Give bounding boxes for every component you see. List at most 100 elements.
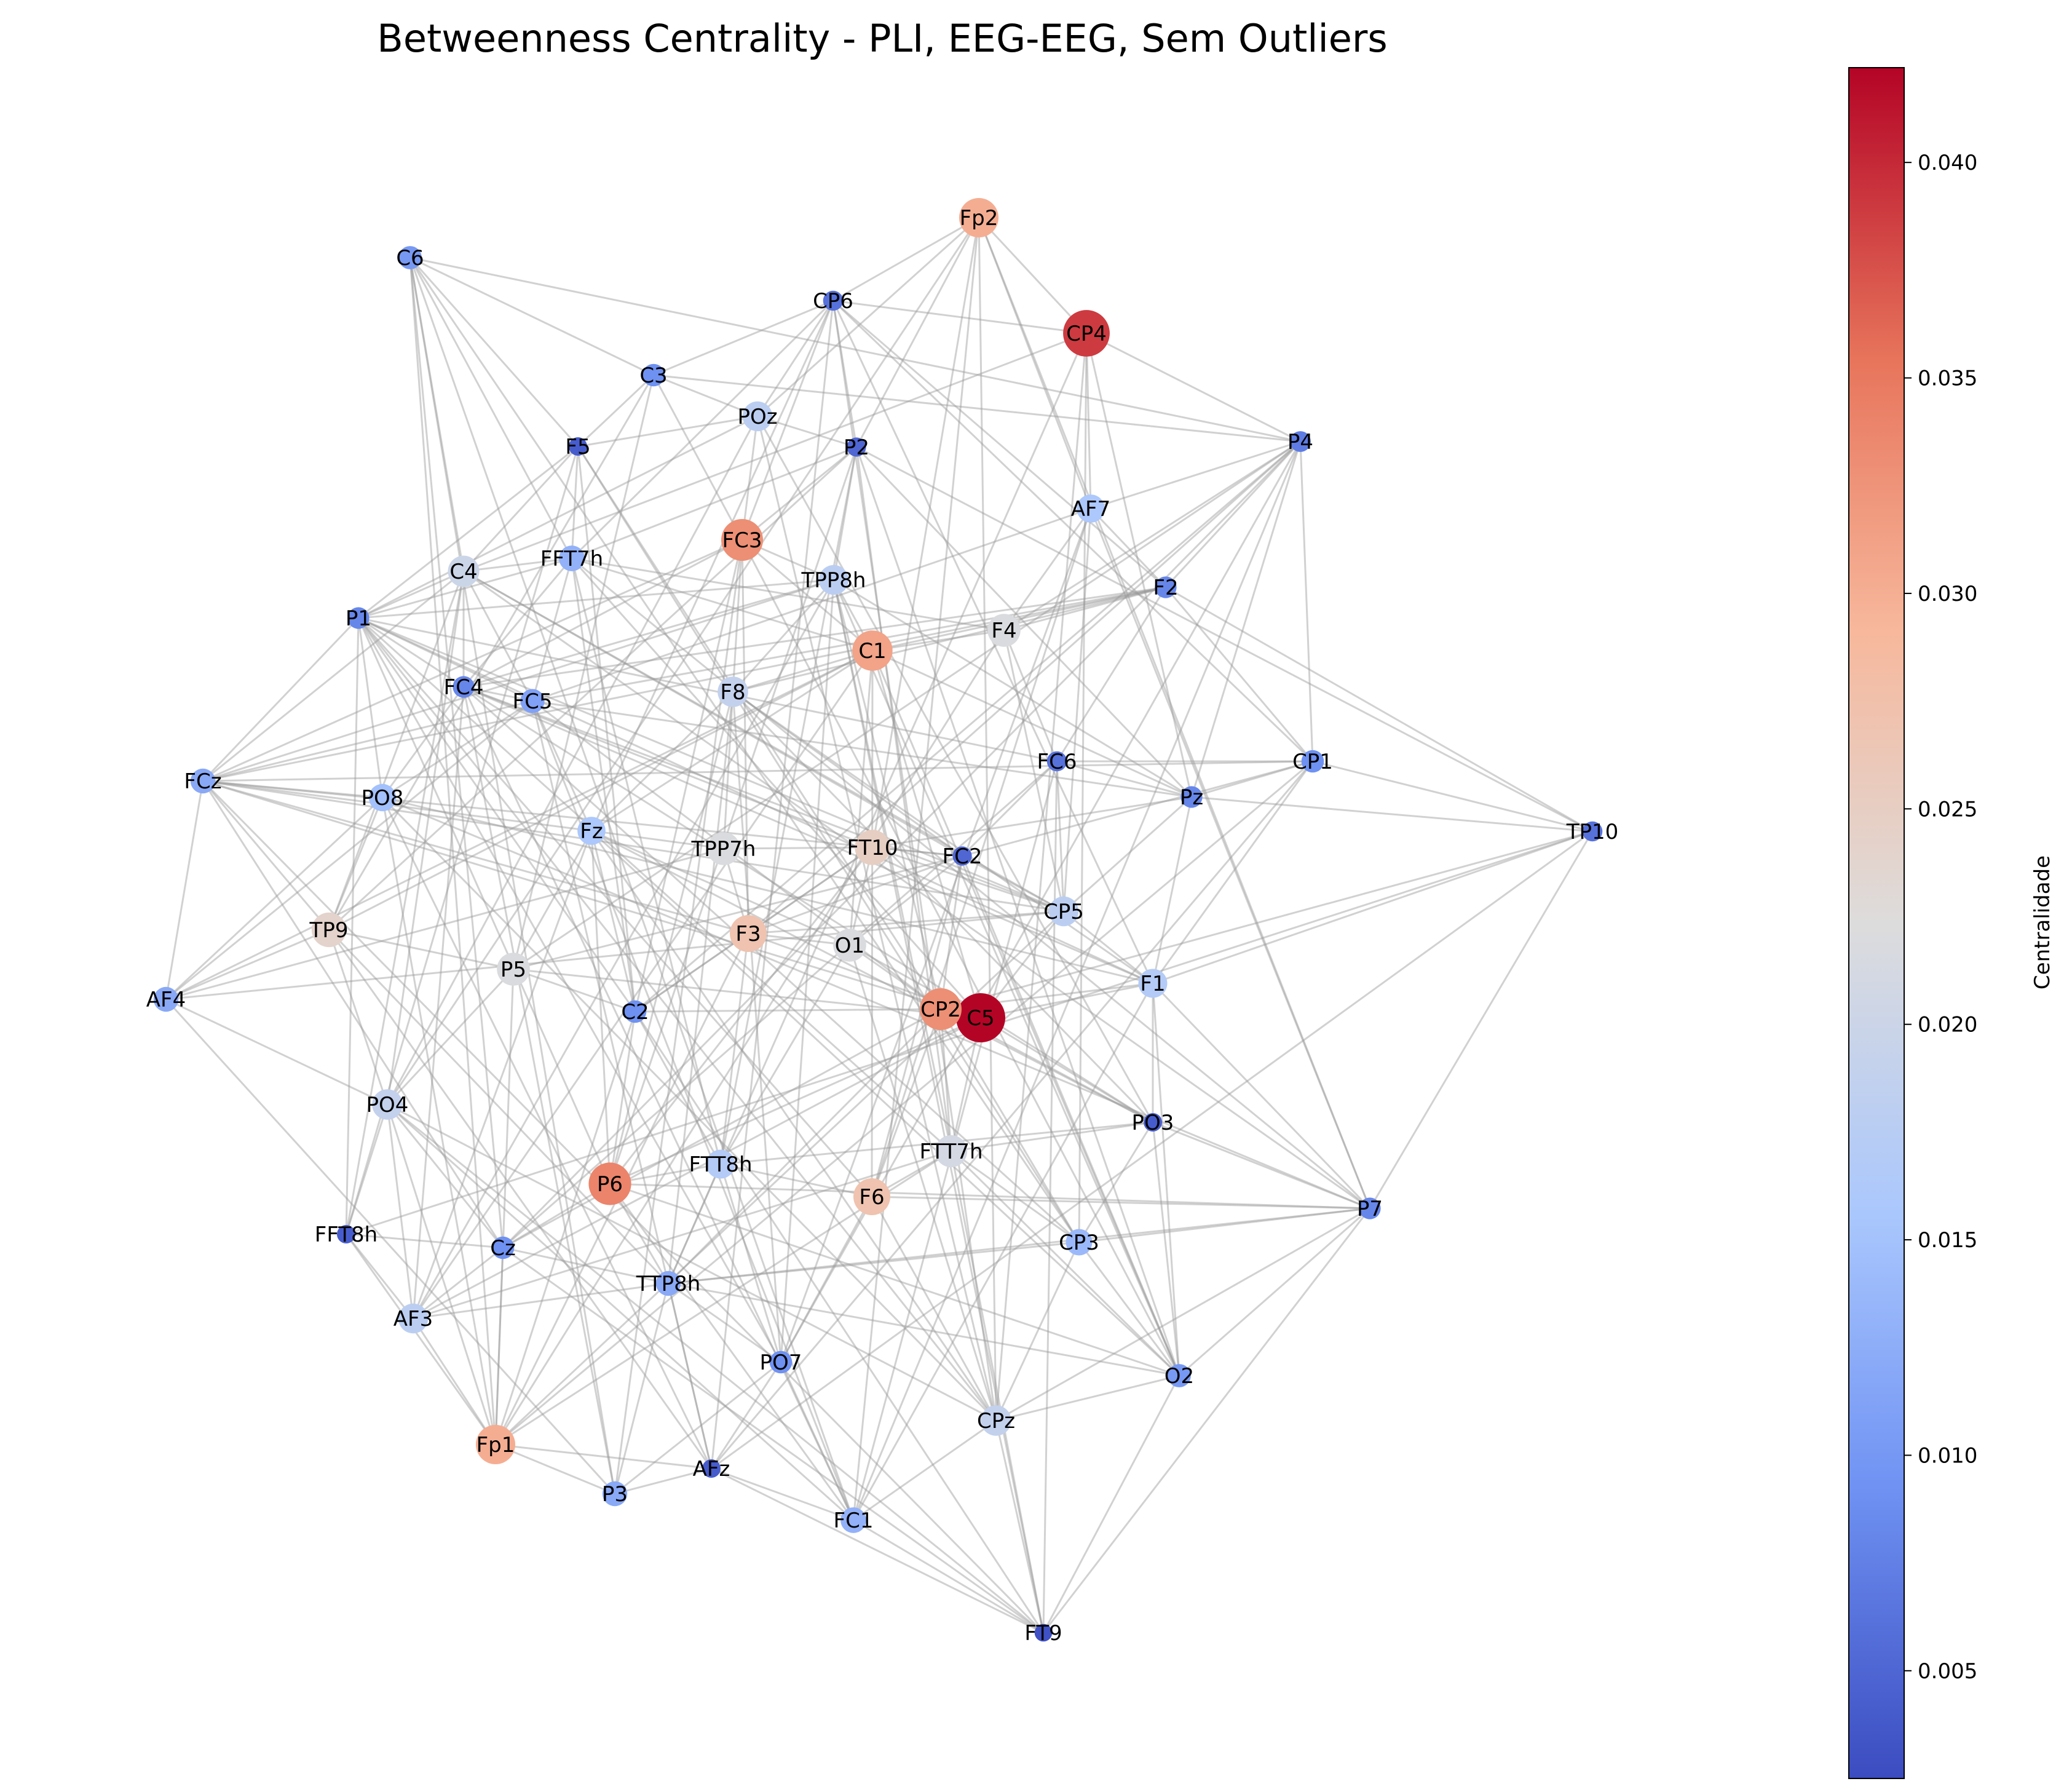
node-label: PO8 [362,786,404,811]
network-edge [345,1234,414,1319]
network-edge [732,691,1153,985]
network-edge [165,998,388,1106]
network-edge [463,686,1153,1124]
network-edge [719,1164,782,1363]
node-label: F4 [991,619,1016,643]
network-edge [462,686,1080,1243]
node-marker [1582,821,1603,842]
colorbar-gradient [1848,67,1905,1779]
node-marker [1155,576,1177,598]
network-edge [346,1233,504,1249]
network-edge [591,830,850,946]
network-edge [571,446,579,559]
network-edge [855,446,952,1152]
network-edge [780,579,835,1363]
node-label: Cz [490,1236,516,1261]
node-marker [718,676,748,707]
network-edge [1152,1122,1180,1376]
network-edge [502,1008,941,1249]
node-marker [1048,896,1079,927]
network-edge [940,830,1593,1010]
network-edge [328,797,384,930]
network-edge [531,700,593,831]
network-edge [1165,587,1314,762]
network-edge [413,1017,981,1320]
network-edge [202,780,963,857]
network-edge [756,300,834,417]
node-label: AF7 [1071,497,1110,521]
node-fc3: FC3 [721,519,763,561]
node-fc5: FC5 [513,689,552,714]
network-edge [358,415,758,619]
node-o2: O2 [1165,1364,1194,1389]
network-edge [748,910,1064,935]
network-edge [571,446,857,560]
network-edge [513,968,981,1019]
node-marker [959,198,998,237]
network-edge [591,649,873,832]
node-tpp7h: TPP7h [691,832,756,865]
network-edge [463,586,1166,688]
network-edge [590,830,636,1012]
node-label: FC6 [1037,750,1077,774]
network-edge [165,700,533,1001]
network-edge [494,630,1005,1445]
network-edge [962,855,1064,913]
network-edge [412,830,593,1319]
network-edge [463,686,1064,913]
network-edge [463,686,1153,985]
network-edge [382,796,1370,1210]
node-po4: PO4 [366,1089,408,1120]
node-fc2: FC2 [943,844,983,869]
network-edge [872,649,1192,798]
node-f1: F1 [1138,969,1168,998]
colorbar-ticks: 0.005 0.010 0.015 0.020 0.025 0.030 0.035 0.040 [1904,151,1977,1684]
node-marker [730,915,767,952]
network-edge [833,579,1192,798]
node-fp2: Fp2 [959,198,998,237]
network-edge [1152,830,1593,985]
network-edge [961,760,1058,857]
node-marker [190,768,216,794]
network-edge [872,846,1064,913]
network-edge [463,332,1087,573]
node-cp2: CP2 [920,988,962,1030]
network-edge [165,998,616,1495]
network-edge [667,691,734,1284]
network-edge [711,1467,1044,1634]
network-edge [386,1104,414,1319]
network-edge [1179,1207,1370,1377]
network-edge [202,700,533,782]
network-edge [165,929,330,1001]
node-ftt7h: FTT7h [919,1135,983,1168]
node-marker [840,1507,866,1533]
network-edge [1056,761,1065,912]
network-edge [382,796,1153,985]
network-edge [1063,796,1192,913]
network-edge [202,780,330,930]
node-marker [497,953,530,986]
network-edge [571,558,982,1018]
network-edge [1369,831,1594,1209]
node-marker [559,545,585,571]
network-edge [832,216,979,302]
network-edge [462,686,855,1521]
network-edge [609,1011,636,1184]
node-p7: P7 [1357,1197,1383,1221]
network-edge [502,440,1302,1249]
network-edge [202,780,749,935]
network-edge [1063,910,1153,985]
network-edge [513,855,963,970]
network-edge [328,929,713,1469]
network-edge [357,617,952,1152]
node-label: AFz [693,1457,730,1481]
network-edge [328,649,873,931]
node-poz: POz [737,401,778,432]
network-edge [409,257,616,1494]
network-edge [381,686,465,798]
network-edge [358,445,579,619]
network-edge [832,299,1314,763]
network-edge [1152,796,1193,984]
node-ftt8h: FTT8h [689,1149,753,1179]
node-marker [1066,1229,1093,1256]
